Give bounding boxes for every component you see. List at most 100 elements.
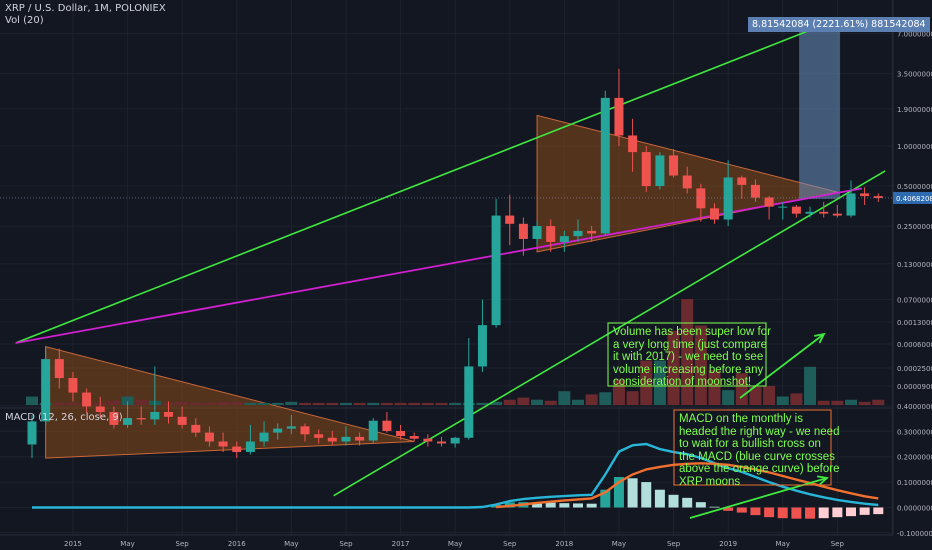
candle-body: [273, 428, 283, 433]
macd-histogram-bar: [846, 507, 856, 517]
candle-body: [860, 193, 870, 197]
macd-histogram-bar: [777, 507, 788, 519]
volume-bar: [299, 402, 311, 405]
volume-bar: [735, 373, 748, 405]
macd-histogram-bar: [600, 489, 611, 508]
candle-body: [396, 430, 406, 437]
volume-bar: [107, 400, 120, 405]
candle-body: [164, 412, 173, 417]
price-axis-label: 0.1300000: [897, 261, 932, 269]
volume-bar: [312, 402, 325, 405]
macd-histogram-bar: [695, 502, 706, 508]
candle-body: [518, 223, 528, 239]
macd-axis-label: 0.20000000: [897, 454, 932, 462]
volume-axis-label: 0.0000900: [897, 383, 932, 391]
volume-bar: [353, 402, 366, 405]
macd-histogram-bar: [654, 489, 665, 508]
candle-body: [682, 175, 692, 189]
macd-arrow-head: [816, 475, 829, 486]
volume-bar: [845, 399, 857, 405]
macd-axis-label: 0.40000000: [897, 403, 932, 411]
price-axis-label: 0.5000000: [897, 183, 932, 191]
volume-bar: [722, 390, 735, 405]
macd-histogram-bar: [805, 507, 816, 519]
candle-body: [68, 378, 78, 393]
volume-bar: [817, 400, 830, 405]
candle-body: [54, 359, 64, 379]
time-axis-label: Sep: [339, 540, 353, 548]
candle-body: [95, 406, 105, 412]
current-price-tag: [893, 191, 932, 204]
volume-bar: [640, 360, 653, 405]
candle-body: [382, 420, 392, 431]
candle-body: [327, 437, 337, 442]
macd-histogram-bar: [764, 507, 775, 518]
macd-axis-label: -0.10000000: [897, 530, 932, 538]
volume-bar: [271, 402, 284, 405]
volume-bar: [749, 386, 762, 405]
candle-body: [123, 418, 133, 425]
time-axis-label: Sep: [503, 540, 517, 548]
time-axis-label: 2016: [228, 540, 246, 548]
macd-histogram-bar: [791, 507, 802, 519]
candle-body: [27, 421, 37, 445]
macd-histogram-bar: [682, 497, 693, 508]
volume-bar: [244, 402, 257, 405]
volume-bar: [858, 401, 871, 405]
volume-indicator-label: Vol (20): [5, 15, 44, 26]
candle-body: [368, 420, 378, 441]
candle-body: [464, 366, 474, 438]
volume-bar: [599, 392, 612, 405]
volume-bar: [217, 401, 230, 405]
macd-histogram-bar: [627, 478, 638, 508]
candle-body: [559, 236, 569, 242]
macd-axis-label: 0.10000000: [897, 479, 932, 487]
volume-bar: [776, 396, 789, 405]
time-axis-label: May: [284, 540, 298, 548]
candle-body: [259, 432, 269, 442]
candle-body: [150, 412, 160, 420]
volume-bar: [503, 399, 516, 405]
candle-body: [505, 215, 515, 224]
volume-bar: [26, 396, 38, 405]
candle-body: [532, 226, 542, 239]
candle-body: [750, 184, 760, 198]
candle-body: [546, 226, 556, 242]
candle-body: [587, 230, 597, 234]
volume-axis-label: 0.0006000: [897, 341, 932, 349]
volume-bar: [135, 399, 148, 405]
volume-arrow: [739, 333, 825, 399]
volume-bar: [176, 401, 189, 405]
current-price-value: 0.40682086: [896, 195, 932, 203]
volume-bar: [804, 366, 817, 405]
macd-histogram-bar: [573, 503, 583, 508]
volume-bar: [531, 399, 544, 405]
candle-body: [218, 441, 228, 447]
volume-bar: [230, 401, 243, 405]
candle-body: [846, 193, 856, 216]
volume-bar: [653, 360, 666, 405]
volume-bar: [421, 402, 434, 405]
channel-lower-line: [333, 170, 886, 497]
volume-annotation: Volume has been super low for a very lon…: [613, 326, 771, 388]
macd-annotation: MACD on the monthly is headed the right …: [679, 413, 840, 488]
candle-body: [737, 177, 747, 185]
volume-axis-label: 0.0002500: [897, 365, 932, 373]
macd-histogram-bar: [559, 503, 570, 508]
measure-label: 8.81542084 (2221.61%) 881542084: [748, 17, 930, 32]
macd-histogram-bar: [873, 507, 884, 515]
candle-body: [764, 197, 774, 207]
candle-body: [191, 424, 201, 433]
candle-body: [300, 426, 310, 435]
macd-histogram-bar: [723, 507, 734, 511]
macd-histogram-bar: [736, 507, 747, 513]
macd-histogram-bar: [832, 507, 843, 518]
time-axis-label: Sep: [667, 540, 681, 548]
time-axis-label: Sep: [176, 540, 190, 548]
symbol-title: XRP / U.S. Dollar, 1M, POLONIEX: [5, 3, 166, 14]
volume-bar: [380, 402, 393, 405]
volume-bar: [872, 399, 885, 405]
candle-body: [245, 441, 255, 453]
